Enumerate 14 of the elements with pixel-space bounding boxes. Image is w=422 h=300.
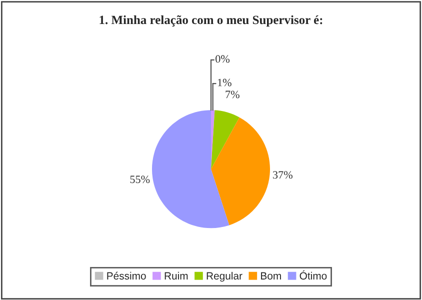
legend-label: Ruim — [164, 272, 188, 280]
pie-slice — [211, 117, 270, 226]
data-label: 37% — [273, 171, 292, 179]
legend-label: Bom — [261, 272, 281, 280]
text: 0% — [216, 55, 230, 63]
legend-label: Péssimo — [107, 272, 146, 280]
data-label: 55% — [130, 176, 150, 184]
chart-title: 1. Minha relação com o meu Supervisor é: — [100, 15, 322, 27]
data-label: 1% — [218, 78, 232, 86]
legend-label: Regular — [206, 272, 242, 282]
data-label: 7% — [226, 90, 240, 98]
legend-label: Ótimo — [300, 270, 327, 280]
pie-slice — [152, 110, 230, 228]
pie-slice — [211, 110, 240, 170]
